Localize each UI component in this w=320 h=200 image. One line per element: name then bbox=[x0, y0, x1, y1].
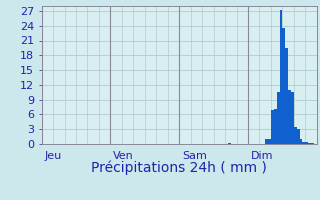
Bar bbox=[228, 143, 231, 144]
Bar bbox=[274, 109, 277, 144]
Bar bbox=[300, 139, 302, 144]
Bar bbox=[282, 28, 285, 144]
Bar bbox=[288, 90, 291, 144]
Bar bbox=[294, 127, 297, 144]
X-axis label: Précipitations 24h ( mm ): Précipitations 24h ( mm ) bbox=[91, 161, 267, 175]
Bar bbox=[268, 139, 271, 144]
Bar bbox=[265, 139, 268, 144]
Bar bbox=[291, 92, 294, 144]
Bar bbox=[297, 129, 300, 144]
Text: Sam: Sam bbox=[182, 151, 207, 161]
Bar bbox=[271, 110, 274, 144]
Bar bbox=[308, 143, 311, 144]
Bar bbox=[302, 142, 305, 144]
Text: Dim: Dim bbox=[251, 151, 273, 161]
Bar bbox=[280, 10, 282, 144]
Text: Jeu: Jeu bbox=[44, 151, 62, 161]
Bar bbox=[305, 142, 308, 144]
Bar bbox=[285, 48, 288, 144]
Bar bbox=[277, 92, 280, 144]
Text: Ven: Ven bbox=[113, 151, 134, 161]
Bar bbox=[311, 143, 314, 144]
